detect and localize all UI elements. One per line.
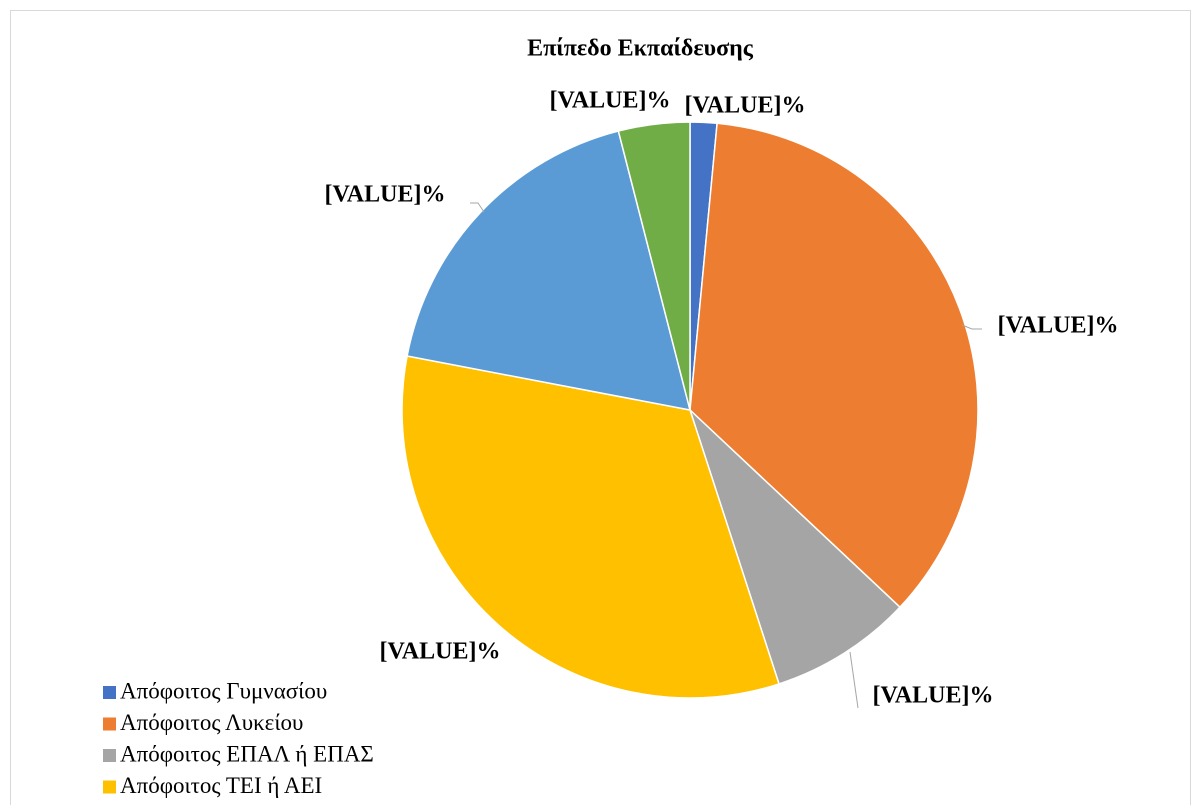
legend-swatch (103, 686, 116, 699)
legend-label: Απόφοιτος Γυμνασίου (120, 678, 327, 703)
pie-slice (689, 122, 979, 609)
data-label: [VALUE]% (550, 88, 671, 114)
legend-label: Απόφοιτος Λυκείου (120, 710, 303, 735)
data-label: [VALUE]% (873, 683, 994, 709)
legend-label: Απόφοιτος ΕΠΑΛ ή ΕΠΑΣ (120, 741, 374, 766)
legend-label: Απόφοιτος ΤΕΙ ή ΑΕΙ (120, 773, 322, 798)
data-label: [VALUE]% (380, 639, 501, 665)
leader-line (961, 324, 982, 330)
legend-swatch (103, 749, 116, 762)
chart-title: Επίπεδο Εκπαίδευσης (527, 36, 754, 62)
data-label: [VALUE]% (998, 313, 1119, 339)
pie-slice (406, 130, 692, 411)
pie-slice (689, 409, 902, 685)
leader-line (470, 202, 485, 213)
leader-line (849, 651, 859, 709)
pie-slice (617, 121, 691, 411)
pie-slice (401, 355, 780, 699)
legend-swatch (103, 717, 116, 731)
data-label: [VALUE]% (325, 182, 446, 208)
data-label: [VALUE]% (685, 93, 806, 119)
legend-swatch (103, 780, 116, 794)
